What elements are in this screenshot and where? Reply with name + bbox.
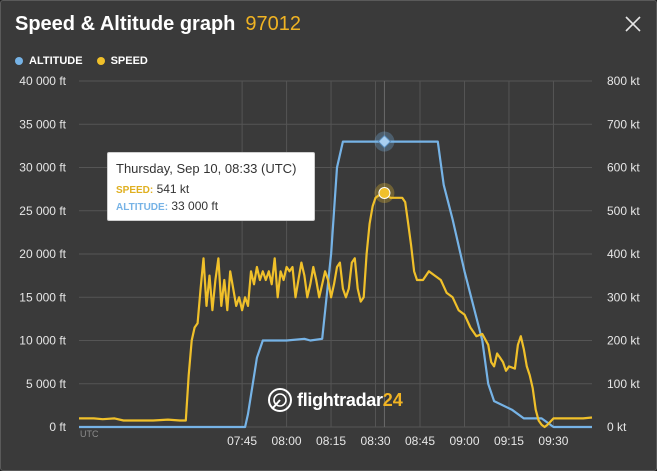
tooltip-speed-label: SPEED: [116, 185, 154, 196]
tooltip-speed-row: SPEED: 541 kt [116, 182, 306, 196]
right-axis-tick-label: 100 kt [607, 377, 640, 391]
x-axis-tick-label: 08:30 [361, 434, 391, 448]
tooltip-date: Thursday, Sep 10, 08:33 (UTC) [116, 161, 297, 176]
left-axis-tick-label: 10 000 ft [19, 334, 66, 348]
hover-tooltip: Thursday, Sep 10, 08:33 (UTC) SPEED: 541… [107, 152, 315, 221]
tooltip-altitude-label: ALTITUDE: [116, 202, 169, 213]
x-axis-tick-label: 09:00 [449, 434, 479, 448]
legend-altitude[interactable]: ALTITUDE [15, 55, 83, 67]
left-axis-tick-label: 5 000 ft [26, 377, 67, 391]
legend-speed[interactable]: SPEED [96, 55, 148, 67]
close-icon[interactable] [622, 13, 644, 35]
tooltip-speed-value: 541 kt [156, 182, 190, 196]
series-line-altitude [79, 140, 592, 429]
x-axis-tick-label: 09:30 [538, 434, 568, 448]
right-axis-tick-label: 200 kt [607, 334, 640, 348]
left-axis-tick-label: 35 000 ft [19, 117, 66, 131]
x-axis-unit-label: UTC [80, 429, 99, 439]
legend-speed-label: SPEED [110, 55, 148, 67]
x-axis-tick-label: 08:45 [405, 434, 435, 448]
right-axis-tick-label: 0 kt [607, 420, 627, 434]
x-axis-tick-label: 08:00 [272, 434, 302, 448]
right-axis-tick-label: 400 kt [607, 247, 640, 261]
legend: ALTITUDE SPEED [15, 55, 162, 67]
right-axis-tick-label: 800 kt [607, 74, 640, 88]
left-axis-tick-label: 15 000 ft [19, 290, 66, 304]
right-axis-tick-label: 500 kt [607, 204, 640, 218]
flight-id: 97012 [245, 13, 302, 35]
left-axis-tick-label: 25 000 ft [19, 204, 66, 218]
radar-logo-icon [268, 388, 292, 412]
legend-altitude-label: ALTITUDE [29, 55, 83, 67]
watermark-brand: flightradar [297, 389, 383, 410]
tooltip-altitude-value: 33 000 ft [171, 199, 219, 213]
x-axis-tick-label: 09:15 [494, 434, 524, 448]
speed-legend-dot [96, 57, 105, 65]
altitude-marker [377, 134, 392, 149]
left-axis-tick-label: 20 000 ft [19, 247, 66, 261]
left-axis-tick-label: 40 000 ft [19, 74, 66, 88]
panel-title: Speed & Altitude graph [15, 13, 236, 35]
watermark-brand-number: 24 [382, 389, 403, 410]
x-axis-tick-label: 08:15 [316, 434, 346, 448]
series-line-speed [79, 191, 593, 429]
left-axis-tick-label: 30 000 ft [19, 161, 66, 175]
right-axis-tick-label: 600 kt [607, 161, 640, 175]
header: Speed & Altitude graph 97012 [15, 13, 301, 41]
right-axis-tick-label: 300 kt [607, 290, 640, 304]
flightradar-watermark: flightradar 24 [267, 387, 403, 413]
altitude-legend-dot [15, 57, 23, 65]
left-axis-tick-label: 0 ft [49, 420, 66, 434]
x-axis-tick-label: 07:45 [227, 434, 257, 448]
tooltip-altitude-row: ALTITUDE: 33 000 ft [116, 199, 306, 213]
right-axis-tick-label: 700 kt [607, 117, 640, 131]
speed-marker [378, 187, 391, 200]
